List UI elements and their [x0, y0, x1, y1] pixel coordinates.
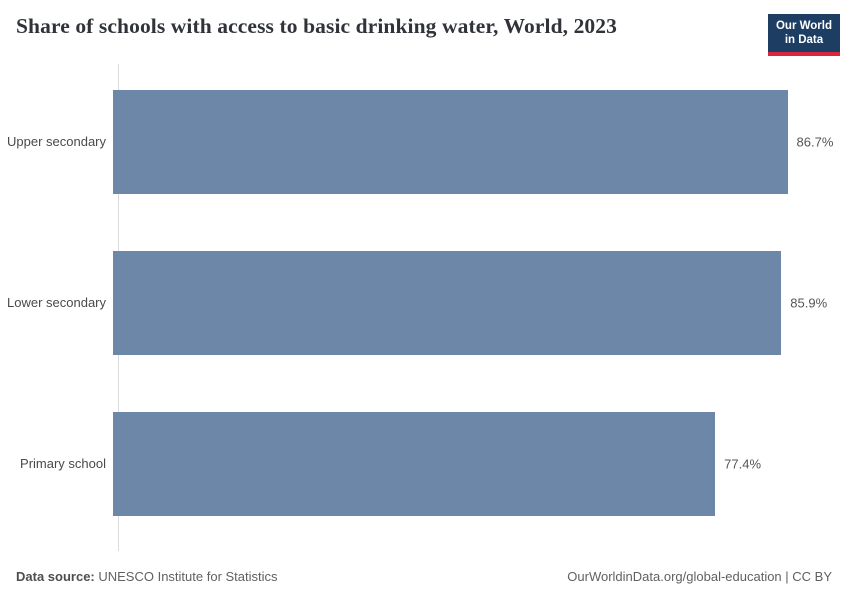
owid-logo-line2: in Data [784, 34, 824, 47]
owid-logo[interactable]: Our World in Data [767, 14, 840, 56]
bar-row-primary-school: Primary school 77.4% [0, 411, 850, 516]
category-label: Lower secondary [7, 295, 106, 311]
value-label: 86.7% [796, 134, 834, 150]
bar-row-upper-secondary: Upper secondary 86.7% [0, 89, 850, 194]
data-source-label: Data source: [16, 569, 95, 584]
category-label: Primary school [20, 456, 106, 472]
bar-lower-secondary[interactable] [113, 250, 782, 355]
owid-logo-line1: Our World [775, 20, 832, 32]
page-title: Share of schools with access to basic dr… [16, 14, 617, 38]
attribution-link[interactable]: OurWorldinData.org/global-education | CC… [567, 569, 832, 584]
chart-footer: Data source: UNESCO Institute for Statis… [0, 559, 850, 600]
category-label: Upper secondary [7, 134, 106, 150]
bar-primary-school[interactable] [113, 411, 716, 516]
bar-track: 85.9% [112, 250, 850, 355]
bar-upper-secondary[interactable] [113, 89, 788, 194]
bar-track: 86.7% [112, 89, 850, 194]
bar-chart: Upper secondary 86.7% Lower secondary 85… [0, 62, 850, 559]
data-source-text: UNESCO Institute for Statistics [94, 569, 278, 584]
bar-row-lower-secondary: Lower secondary 85.9% [0, 250, 850, 355]
value-label: 85.9% [790, 295, 828, 311]
bar-track: 77.4% [112, 411, 850, 516]
chart-header: Share of schools with access to basic dr… [0, 0, 850, 62]
data-source: Data source: UNESCO Institute for Statis… [16, 569, 278, 584]
value-label: 77.4% [724, 456, 762, 472]
